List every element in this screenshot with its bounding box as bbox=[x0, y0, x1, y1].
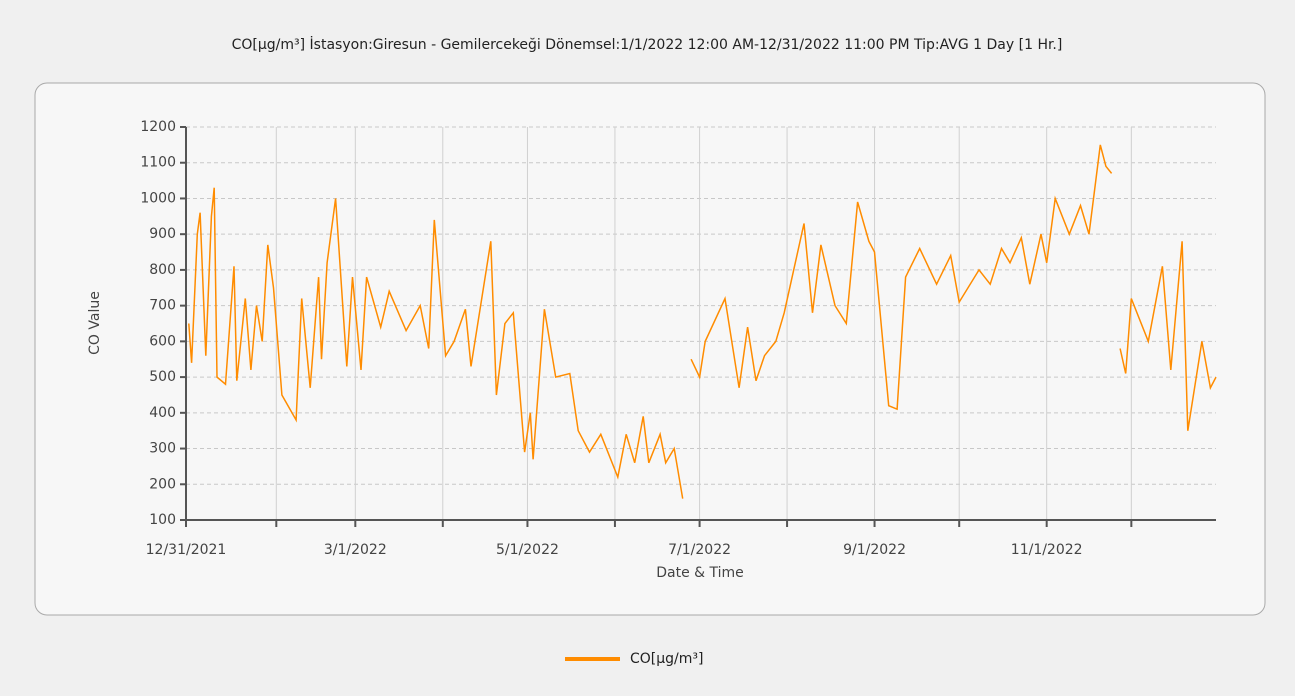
x-tick-label: 3/1/2022 bbox=[324, 542, 387, 558]
y-tick-label: 800 bbox=[149, 262, 176, 278]
data-line bbox=[188, 187, 684, 499]
y-tick-label: 500 bbox=[149, 369, 176, 385]
y-tick-label: 1000 bbox=[140, 190, 176, 206]
y-tick-label: 1100 bbox=[140, 155, 176, 171]
chart-title: CO[µg/m³] İstasyon:Giresun - Gemilerceke… bbox=[232, 35, 1063, 53]
x-tick-label: 12/31/2021 bbox=[146, 542, 227, 558]
x-tick-label: 7/1/2022 bbox=[668, 542, 731, 558]
y-tick-label: 1200 bbox=[140, 119, 176, 135]
x-tick-label: 5/1/2022 bbox=[496, 542, 559, 558]
x-tick-label: 11/1/2022 bbox=[1011, 542, 1083, 558]
x-axis-label: Date & Time bbox=[656, 565, 744, 581]
data-line bbox=[1119, 241, 1217, 431]
legend-label: CO[µg/m³] bbox=[630, 651, 703, 667]
data-line bbox=[690, 144, 1113, 411]
y-tick-label: 300 bbox=[149, 441, 176, 457]
y-tick-label: 600 bbox=[149, 333, 176, 349]
x-tick-label: 9/1/2022 bbox=[843, 542, 906, 558]
y-axis-label: CO Value bbox=[87, 291, 103, 355]
y-tick-label: 700 bbox=[149, 298, 176, 314]
y-tick-label: 200 bbox=[149, 476, 176, 492]
chart-panel bbox=[34, 82, 1266, 616]
y-tick-label: 100 bbox=[149, 512, 176, 528]
y-tick-label: 900 bbox=[149, 226, 176, 242]
y-tick-label: 400 bbox=[149, 405, 176, 421]
